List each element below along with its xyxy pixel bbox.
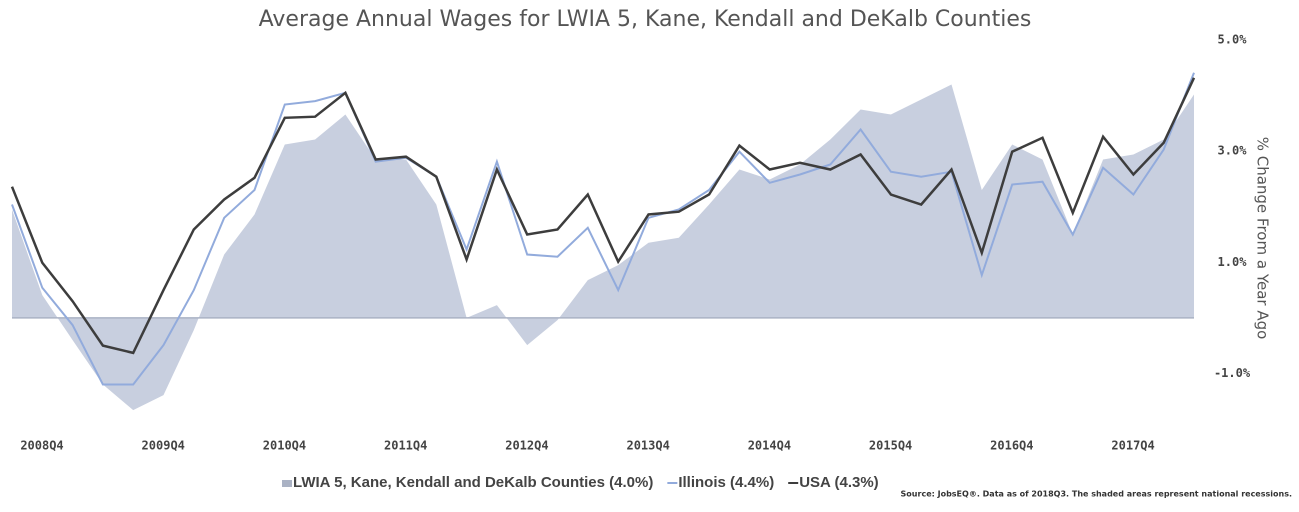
legend: LWIA 5, Kane, Kendall and DeKalb Countie… <box>282 474 879 491</box>
legend-label: Illinois (4.4%) <box>678 474 774 491</box>
area-series <box>12 84 1194 411</box>
x-tick-label: 2010Q4 <box>263 439 306 453</box>
legend-label: USA (4.3%) <box>799 474 878 491</box>
y-tick-label: 1.0% <box>1218 255 1248 269</box>
x-tick-label: 2008Q4 <box>20 439 63 453</box>
legend-swatch <box>282 480 292 487</box>
x-tick-label: 2017Q4 <box>1111 439 1154 453</box>
x-tick-label: 2011Q4 <box>384 439 427 453</box>
y-axis-label: % Change From a Year Ago <box>1254 137 1272 340</box>
x-tick-label: 2012Q4 <box>505 439 548 453</box>
legend-label: LWIA 5, Kane, Kendall and DeKalb Countie… <box>293 474 653 491</box>
x-tick-label: 2013Q4 <box>626 439 669 453</box>
chart-title: Average Annual Wages for LWIA 5, Kane, K… <box>259 7 1032 32</box>
x-tick-label: 2014Q4 <box>748 439 791 453</box>
y-tick-label: -1.0% <box>1214 366 1251 380</box>
y-tick-label: 3.0% <box>1218 144 1248 158</box>
line-series <box>10 77 1196 355</box>
x-tick-label: 2009Q4 <box>142 439 185 453</box>
x-tick-label: 2015Q4 <box>869 439 912 453</box>
y-tick-label: 5.0% <box>1218 33 1248 47</box>
source-note: Source: JobsEQ®. Data as of 2018Q3. The … <box>901 490 1292 499</box>
x-tick-label: 2016Q4 <box>990 439 1033 453</box>
line-series <box>11 72 1195 386</box>
